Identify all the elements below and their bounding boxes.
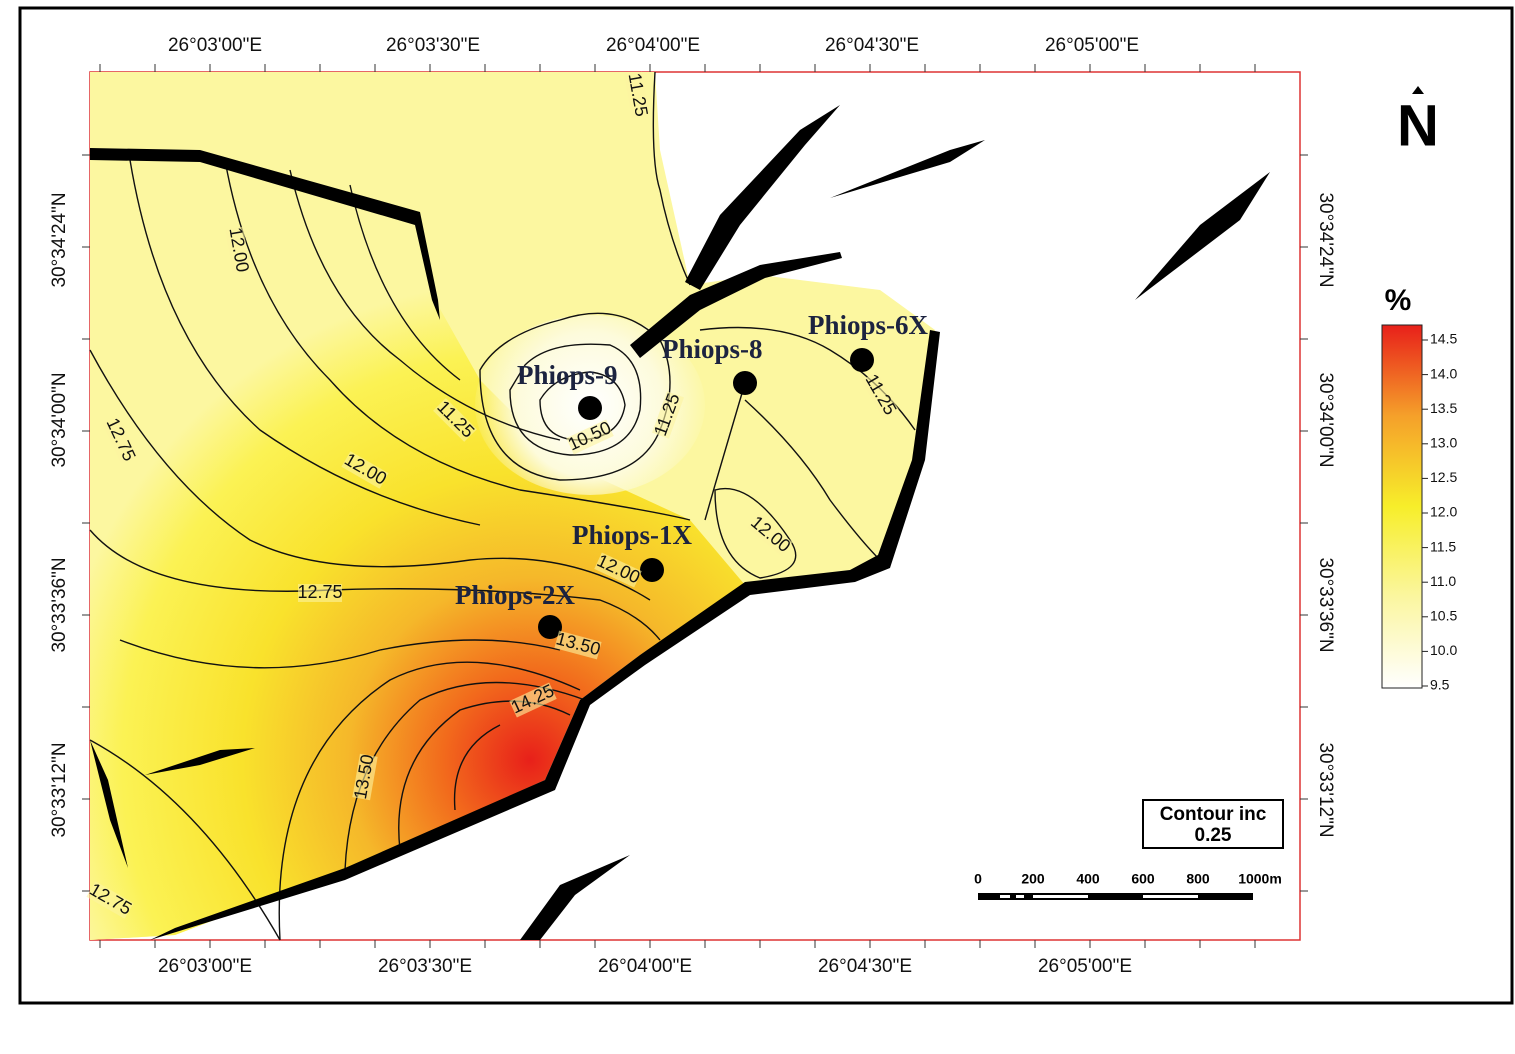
well-marker: [850, 348, 874, 372]
contour-label-bg: [594, 552, 642, 588]
scale-label: 800: [1186, 871, 1210, 887]
scale-label: 600: [1131, 871, 1155, 887]
legend-tick-label: 14.0: [1430, 365, 1457, 381]
contour-label-bg: [86, 881, 134, 919]
top-axis-label: 26°05'00"E: [1045, 35, 1139, 56]
faults: [90, 105, 1270, 940]
legend-tick-label: 13.0: [1430, 435, 1457, 451]
top-axis-label: 26°04'30"E: [825, 35, 919, 56]
contour-label-bg: [102, 416, 138, 464]
contour-label-bg: [624, 71, 650, 119]
surface-heat: [90, 150, 745, 940]
scale-label: 400: [1076, 871, 1100, 887]
well-marker: [538, 615, 562, 639]
bottom-axis-label: 26°05'00"E: [1038, 956, 1132, 977]
right-axis-label: 30°33'36"N: [1315, 557, 1336, 652]
contour-label-bg: [554, 630, 602, 660]
wells: Phiops-9 Phiops-8 Phiops-6X Phiops-1X Phiops…: [455, 310, 929, 639]
well-marker: [578, 396, 602, 420]
contour-label-bg: [509, 682, 557, 718]
scale-label: 0: [974, 871, 982, 887]
contour-label-bg: [341, 451, 389, 489]
legend-tick-label: 14.5: [1430, 331, 1457, 347]
left-axis-label: 30°33'36"N: [49, 557, 70, 652]
legend-tick-label: 9.5: [1430, 677, 1450, 693]
legend-colorbar: [1381, 324, 1423, 689]
bottom-axis-label: 26°04'30"E: [818, 956, 912, 977]
well-label: Phiops-6X: [808, 310, 929, 340]
well-label: Phiops-1X: [572, 520, 693, 550]
legend-tick-label: 10.0: [1430, 642, 1457, 658]
legend-tick-label: 10.5: [1430, 608, 1457, 624]
legend-tick-label: 12.0: [1430, 504, 1457, 520]
bottom-axis-label: 26°03'30"E: [378, 956, 472, 977]
scale-label: 200: [1021, 871, 1045, 887]
bottom-axis-label: 26°03'00"E: [158, 956, 252, 977]
contour-label-bg: [433, 398, 477, 442]
outer-frame: [18, 6, 1514, 1005]
well-label: Phiops-2X: [455, 580, 576, 610]
scale-label: 1000m: [1238, 871, 1282, 887]
north-arrow: N: [1397, 93, 1439, 158]
contour-label-bg: [352, 753, 378, 801]
well-marker: [640, 558, 664, 582]
well-label: Phiops-8: [662, 334, 763, 364]
legend-tick-label: 12.5: [1430, 469, 1457, 485]
contour-label-bg: [747, 513, 793, 557]
well-label: Phiops-9: [517, 360, 618, 390]
contour-label-bg: [298, 584, 342, 602]
left-axis-label: 30°34'00"N: [49, 372, 70, 467]
right-axis-label: 30°33'12"N: [1315, 742, 1336, 837]
contour-label: 12.75: [297, 582, 342, 602]
legend-tick-label: 13.5: [1430, 400, 1457, 416]
right-axis-label: 30°34'24"N: [1315, 192, 1336, 287]
legend-tick-label: 11.5: [1430, 538, 1456, 554]
contour-label-bg: [566, 419, 614, 455]
contour-label: Contour inc: [1160, 804, 1267, 825]
left-axis-label: 30°34'24"N: [49, 192, 70, 287]
contour-value: 0.25: [1195, 825, 1232, 846]
legend-title: %: [1385, 284, 1412, 317]
top-axis-label: 26°03'00"E: [168, 35, 262, 56]
legend-tick-label: 11.0: [1430, 573, 1456, 589]
well-marker: [733, 371, 757, 395]
north-tip: [1412, 86, 1424, 94]
scale-bar: [978, 893, 1253, 900]
contour-label-bg: [652, 391, 684, 439]
contour-label-bg: [861, 371, 899, 419]
bottom-axis-label: 26°04'00"E: [598, 956, 692, 977]
left-axis-label: 30°33'12"N: [49, 742, 70, 837]
top-axis-label: 26°04'00"E: [606, 35, 700, 56]
contour-label-bg: [225, 226, 251, 274]
top-axis-label: 26°03'30"E: [386, 35, 480, 56]
right-axis-label: 30°34'00"N: [1315, 372, 1336, 467]
contour-box: [1142, 799, 1284, 849]
